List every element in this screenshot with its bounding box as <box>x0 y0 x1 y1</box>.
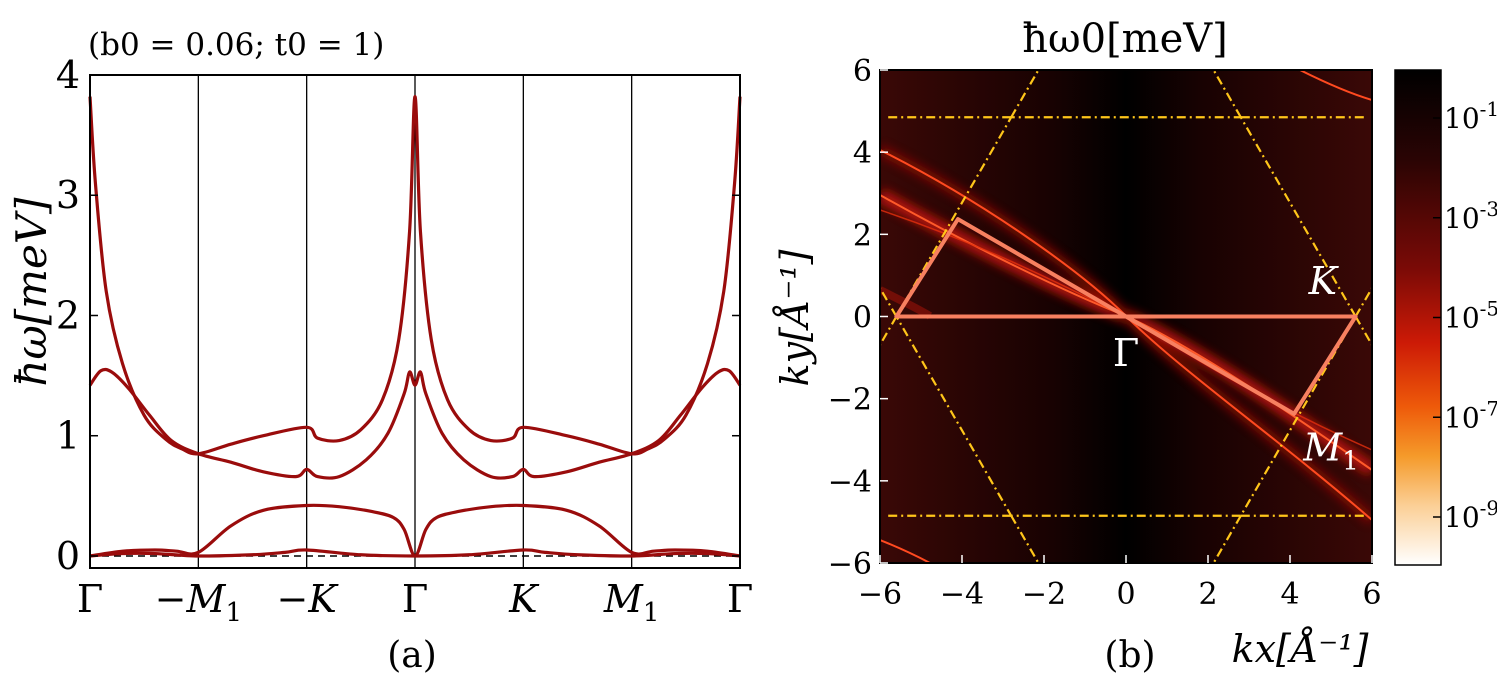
x-tick-label: 6 <box>1362 577 1381 612</box>
panel-b-y-ticks: −6 −4 −2 0 2 4 6 <box>828 54 888 582</box>
x-tick-label: M1 <box>603 577 659 628</box>
y-tick-label: 0 <box>853 301 872 336</box>
panel-b-title: ħω0[meV] <box>1022 16 1228 62</box>
colorbar-label: 10-9 <box>1444 496 1497 534</box>
zone-extension-line <box>1354 285 1372 318</box>
x-tick-label: −6 <box>858 577 902 612</box>
y-tick-label: 6 <box>853 54 872 89</box>
panel-a-ylabel: ħω[meV] <box>7 197 56 387</box>
x-tick-label: 4 <box>1280 577 1299 612</box>
x-tick-label: 2 <box>1198 577 1217 612</box>
zone-extension-line <box>880 285 898 318</box>
high-symmetry-path <box>894 217 1358 416</box>
band-curves <box>88 95 742 558</box>
brillouin-zone-extensions <box>880 70 1372 563</box>
panel-a-band-structure: (b0 = 0.06; t0 = 1) 0 1 2 3 4 Γ −M1 −K Γ K M1 Γ ħω… <box>7 27 753 676</box>
symmetry-point-labels: Γ K M1 <box>1113 259 1359 476</box>
y-tick-label: 2 <box>56 293 80 337</box>
x-tick-label: Γ <box>402 577 428 621</box>
y-tick-label: 0 <box>56 534 80 578</box>
zone-extension-line <box>1354 315 1372 348</box>
panel-b-caption: (b) <box>1104 635 1155 676</box>
x-tick-label: 0 <box>1116 577 1135 612</box>
x-tick-label: −K <box>277 577 340 621</box>
zone-extension-line <box>1010 70 1040 118</box>
heatmap-field: Γ K M1 <box>880 70 1372 563</box>
zone-extension-line <box>880 315 898 348</box>
zone-extension-line <box>1212 515 1242 563</box>
panel-a-title: (b0 = 0.06; t0 = 1) <box>88 27 384 63</box>
x-tick-label: Γ <box>727 577 753 621</box>
y-tick-label: 1 <box>56 414 80 458</box>
colorbar-label: 10-3 <box>1444 197 1497 235</box>
x-tick-label: −4 <box>940 577 984 612</box>
panel-a-frame <box>89 74 741 569</box>
panel-b-x-ticks: −6 −4 −2 0 2 4 6 <box>858 555 1382 612</box>
zone-extension-line <box>1212 70 1242 118</box>
x-tick-label: Γ <box>77 577 103 621</box>
panel-a-y-ticks: 0 1 2 3 4 <box>56 53 740 578</box>
y-tick-label: 4 <box>853 136 872 171</box>
y-tick-label: −4 <box>828 465 872 500</box>
point-label: Γ <box>1113 331 1139 375</box>
panel-b-heatmap: ħω0[meV] Γ K M1 −6 −4 −2 0 2 4 6 −6 −4 −2 0 2 <box>773 16 1497 676</box>
high-symmetry-lines <box>197 75 633 568</box>
zone-extension-line <box>1010 515 1040 563</box>
y-tick-label: −2 <box>828 383 872 418</box>
panel-b-ylabel: ky[Å⁻¹] <box>773 249 817 386</box>
point-label: K <box>1308 259 1340 303</box>
panel-a-caption: (a) <box>387 635 437 676</box>
colorbar-label: 10-1 <box>1444 97 1497 135</box>
colorbar-labels: 10-1 10-3 10-5 10-7 10-9 <box>1433 97 1497 534</box>
y-tick-label: 4 <box>56 53 80 97</box>
y-tick-label: 3 <box>56 173 80 217</box>
panel-b-xlabel: kx[Å⁻¹] <box>1232 627 1369 671</box>
panel-a-x-ticks: Γ −M1 −K Γ K M1 Γ <box>77 577 753 628</box>
x-tick-label: −2 <box>1022 577 1066 612</box>
path-line <box>894 217 1358 416</box>
y-tick-label: 2 <box>853 218 872 253</box>
band-line-band-3 <box>88 367 742 480</box>
y-tick-label: −6 <box>828 547 872 582</box>
band-line-band-4 <box>88 95 742 456</box>
band-line-band-1 <box>89 548 741 558</box>
x-tick-label: −M1 <box>155 577 242 628</box>
point-label: M1 <box>1302 425 1358 476</box>
colorbar-label: 10-7 <box>1444 396 1497 434</box>
colorbar-label: 10-5 <box>1444 297 1497 335</box>
x-tick-label: K <box>508 577 540 621</box>
